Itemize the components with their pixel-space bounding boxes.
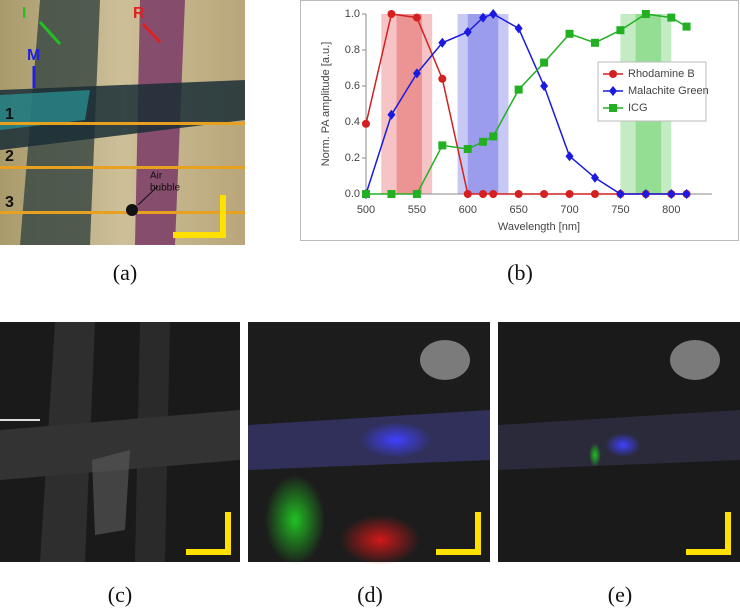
legend-label: Malachite Green bbox=[628, 85, 709, 97]
point bbox=[387, 109, 396, 120]
y-tick-label: 0.8 bbox=[345, 44, 360, 56]
label-i: I bbox=[22, 5, 26, 22]
y-tick-label: 0.6 bbox=[345, 80, 360, 92]
photo-a: I R M 1 2 3 Air bubble bbox=[0, 0, 245, 245]
point bbox=[479, 190, 488, 198]
caption: (e) bbox=[608, 582, 632, 607]
legend-marker bbox=[609, 70, 617, 78]
label-m: M bbox=[27, 47, 40, 64]
caption: (d) bbox=[357, 582, 383, 607]
image-c bbox=[0, 322, 240, 562]
point bbox=[479, 12, 488, 23]
point bbox=[616, 189, 625, 199]
band bbox=[396, 14, 422, 194]
line-label: 2 bbox=[5, 148, 14, 165]
x-tick-label: 600 bbox=[459, 204, 477, 216]
x-tick-label: 650 bbox=[509, 204, 527, 216]
point bbox=[641, 10, 650, 18]
x-axis-label: Wavelength [nm] bbox=[498, 221, 580, 233]
point bbox=[514, 85, 523, 94]
point bbox=[489, 9, 498, 19]
point bbox=[489, 132, 498, 141]
point bbox=[565, 151, 574, 162]
legend-marker bbox=[609, 104, 617, 112]
point bbox=[641, 189, 650, 199]
line-label: 1 bbox=[5, 106, 14, 123]
point bbox=[387, 10, 396, 18]
y-tick-label: 0.4 bbox=[345, 116, 360, 128]
point bbox=[590, 38, 599, 47]
x-tick-label: 550 bbox=[408, 204, 426, 216]
x-tick-label: 700 bbox=[560, 204, 578, 216]
x-tick-label: 500 bbox=[357, 204, 375, 216]
point bbox=[489, 190, 498, 198]
point bbox=[438, 141, 447, 150]
caption: (c) bbox=[108, 582, 132, 607]
point bbox=[412, 13, 421, 22]
point bbox=[438, 74, 447, 83]
y-tick-label: 0.2 bbox=[345, 152, 360, 164]
point bbox=[590, 172, 599, 183]
point bbox=[514, 23, 523, 34]
point bbox=[682, 22, 691, 31]
annotation: Air bbox=[150, 171, 163, 182]
chart: 0.0 0.2 0.4 0.6 0.8 1.0 500 550 600 650 700 750 800 W… bbox=[320, 8, 712, 233]
point bbox=[540, 58, 549, 67]
point bbox=[438, 37, 447, 48]
line-label: 3 bbox=[5, 194, 14, 211]
legend-label: Rhodamine B bbox=[628, 68, 695, 80]
image-e bbox=[498, 322, 740, 562]
legend-marker bbox=[609, 86, 617, 96]
point bbox=[412, 190, 421, 198]
point bbox=[463, 145, 472, 153]
point bbox=[667, 13, 676, 22]
point bbox=[616, 26, 625, 35]
point bbox=[479, 137, 488, 146]
point bbox=[565, 29, 574, 38]
band bbox=[467, 14, 499, 194]
point bbox=[514, 190, 523, 198]
x-tick-label: 750 bbox=[611, 204, 629, 216]
point bbox=[362, 190, 370, 198]
legend-label: ICG bbox=[628, 102, 648, 114]
point bbox=[412, 68, 421, 79]
y-tick-label: 1.0 bbox=[345, 8, 360, 20]
caption: (b) bbox=[507, 260, 533, 285]
image-d bbox=[248, 322, 490, 565]
annotation: bubble bbox=[150, 183, 180, 194]
point bbox=[590, 190, 599, 198]
point bbox=[565, 190, 574, 198]
point bbox=[463, 27, 472, 37]
point bbox=[682, 189, 691, 199]
point bbox=[667, 189, 676, 199]
caption: (a) bbox=[113, 260, 137, 285]
x-tick-label: 800 bbox=[662, 204, 680, 216]
y-axis-label: Norm. PA amplitude [a.u.] bbox=[320, 42, 332, 167]
point bbox=[387, 190, 396, 198]
point bbox=[463, 190, 472, 198]
point bbox=[540, 190, 549, 198]
point bbox=[540, 81, 549, 91]
label-r: R bbox=[133, 5, 145, 22]
point bbox=[362, 119, 370, 128]
y-tick-label: 0.0 bbox=[345, 188, 360, 200]
